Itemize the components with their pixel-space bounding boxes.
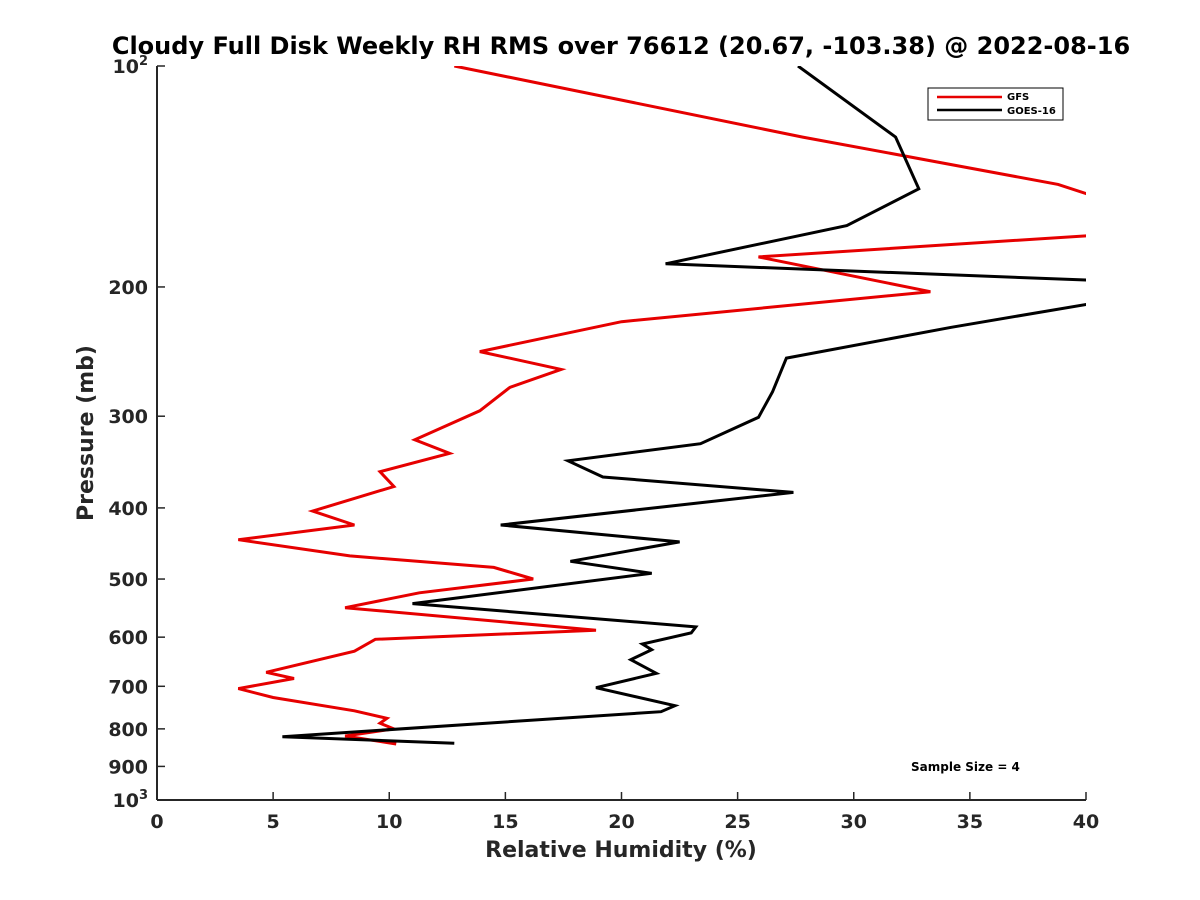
x-tick-label: 5 <box>267 811 280 833</box>
legend-label-gfs: GFS <box>1007 92 1029 103</box>
sample-size-annotation: Sample Size = 4 <box>911 760 1020 774</box>
y-tick-label: 600 <box>108 627 148 649</box>
y-tick-label: 200 <box>108 277 148 299</box>
series-group <box>237 66 1086 746</box>
y-axis-label: Pressure (mb) <box>74 345 99 521</box>
y-tick-label: 800 <box>108 719 148 741</box>
y-tick-label: 900 <box>108 756 148 778</box>
chart-title: Cloudy Full Disk Weekly RH RMS over 7661… <box>112 32 1130 60</box>
y-tick-label: 102 <box>113 54 149 78</box>
x-tick-label: 20 <box>608 811 634 833</box>
legend-label-goes16: GOES-16 <box>1007 106 1056 117</box>
y-tick-label: 400 <box>108 498 148 520</box>
x-tick-label: 40 <box>1073 811 1099 833</box>
legend: GFS GOES-16 <box>927 87 1064 121</box>
y-tick-label: 500 <box>108 569 148 591</box>
x-tick-label: 0 <box>150 811 163 833</box>
x-axis-label: Relative Humidity (%) <box>485 838 757 863</box>
x-tick-label: 35 <box>957 811 983 833</box>
legend-box <box>927 87 1064 121</box>
y-tick-label: 103 <box>113 788 149 812</box>
x-tick-label: 30 <box>841 811 867 833</box>
x-tick-label: 10 <box>376 811 402 833</box>
x-tick-label: 25 <box>724 811 750 833</box>
y-tick-label: 300 <box>108 406 148 428</box>
x-tick-label: 15 <box>492 811 518 833</box>
y-tick-label: 700 <box>108 676 148 698</box>
series-line-goes16 <box>282 66 1086 745</box>
series-line-gfs <box>237 66 1086 746</box>
ticks-group: 0 5 10 15 20 25 30 35 40 102 200 300 400 500 600 700 800… <box>108 54 1099 833</box>
